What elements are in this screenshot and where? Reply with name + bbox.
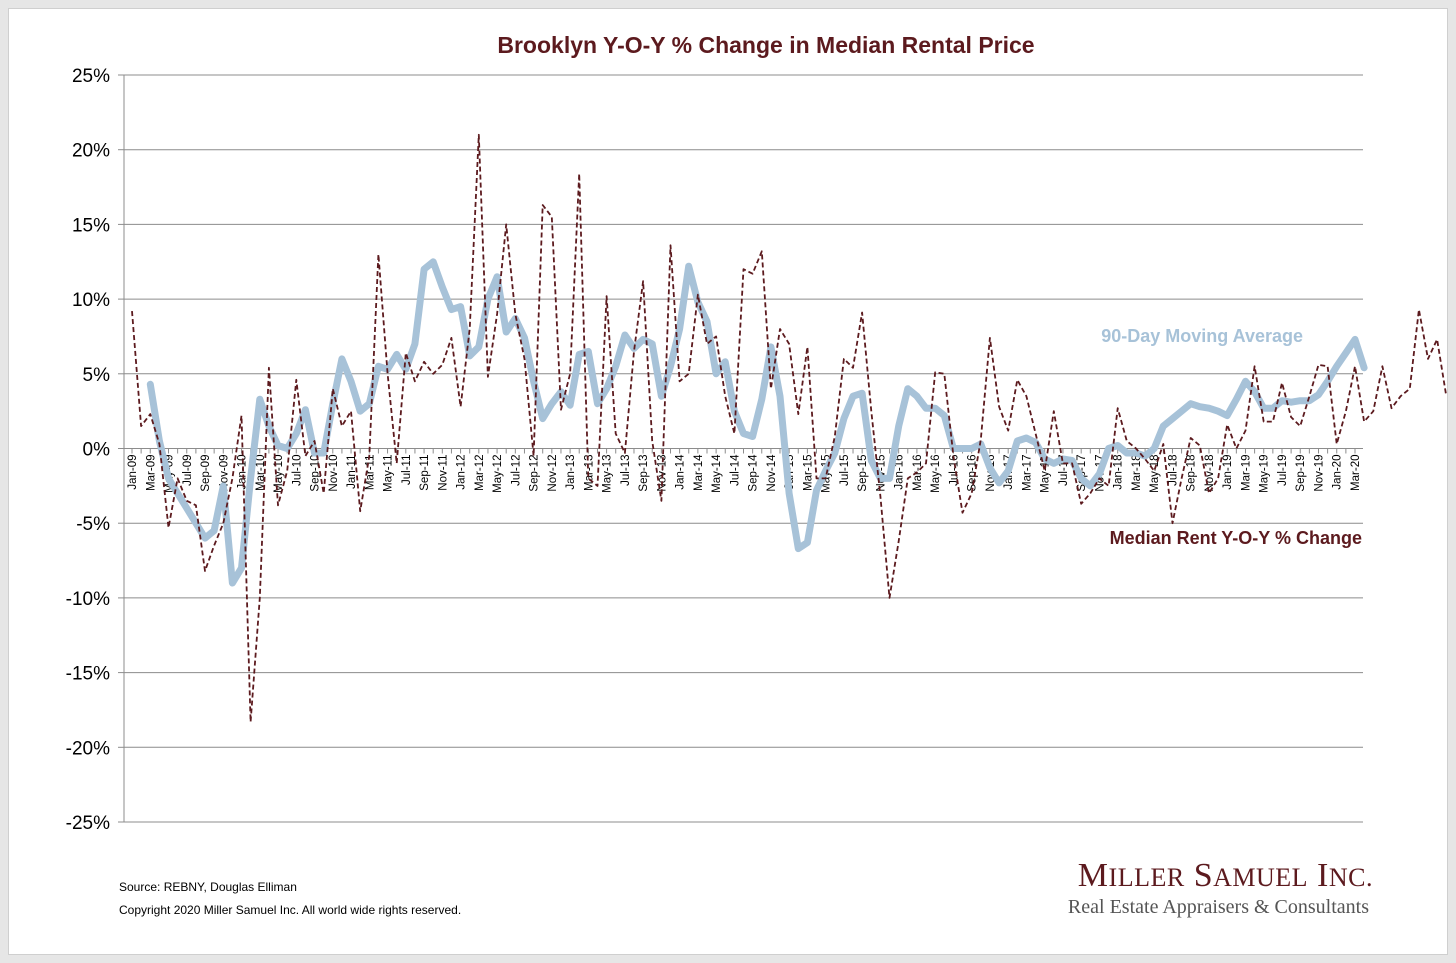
x-tick-label: Jul-10 (291, 455, 303, 486)
series (131, 133, 1448, 723)
x-tick-label: Sep-16 (967, 455, 979, 492)
x-tick-label: Sep-11 (419, 455, 431, 491)
x-tick-label: Nov-19 (1313, 455, 1325, 492)
y-tick-label: 5% (83, 365, 111, 386)
chart-canvas: Brooklyn Y-O-Y % Change in Median Rental… (66, 32, 1448, 834)
x-tick-label: Mar-20 (1350, 455, 1362, 491)
x-tick-label: Jan-13 (565, 455, 577, 490)
y-tick-label: -10% (66, 589, 110, 610)
x-tick-label: Jul-13 (620, 455, 632, 486)
x-tick-label: Jul-18 (1167, 455, 1179, 486)
x-tick-label: Nov-14 (766, 454, 778, 492)
x-tick-label: Jul-11 (401, 455, 413, 485)
x-tick-label: Mar-09 (145, 455, 157, 491)
y-tick-label: 10% (72, 290, 110, 311)
x-tick-label: Sep-12 (529, 455, 541, 492)
x-tick-label: Nov-11 (437, 455, 449, 491)
x-tick-label: Jul-14 (729, 454, 741, 486)
y-tick-label: 20% (72, 141, 110, 162)
x-tick-label: Mar-19 (1240, 455, 1252, 491)
x-tick-label: Jul-15 (839, 455, 851, 486)
y-tick-label: -20% (66, 738, 110, 759)
x-tick-label: Jul-19 (1277, 455, 1289, 486)
x-tick-label: Sep-13 (638, 455, 650, 492)
x-tick-label: Jan-12 (456, 455, 468, 490)
x-tick-label: Jan-10 (237, 455, 249, 490)
x-tick-label: Sep-14 (748, 454, 760, 492)
x-tick-label: Sep-18 (1186, 455, 1198, 492)
x-tick-label: Jul-16 (948, 455, 960, 486)
y-tick-label: -15% (66, 664, 110, 685)
x-tick-label: Sep-09 (200, 455, 212, 492)
brand-logo-name: MILLER SAMUEL INC. (1077, 857, 1373, 894)
x-tick-label: Jan-19 (1222, 455, 1234, 490)
x-tick-label: Jan-18 (1113, 455, 1125, 490)
x-tick-label: Jan-16 (894, 455, 906, 490)
x-tick-label: Sep-19 (1295, 455, 1307, 492)
x-tick-label: Mar-12 (474, 455, 486, 491)
x-tick-label: Nov-10 (328, 455, 340, 492)
x-tick-label: May-13 (602, 455, 614, 493)
source-note: Source: REBNY, Douglas Elliman (119, 880, 297, 894)
x-tick-label: Mar-13 (583, 455, 595, 491)
y-tick-label: -25% (66, 813, 110, 834)
x-tick-label: May-16 (930, 455, 942, 493)
x-tick-label: Mar-15 (802, 455, 814, 491)
x-tick-label: Mar-14 (693, 454, 705, 491)
x-tick-label: Jan-09 (127, 455, 139, 490)
series-line-median-rent-change (131, 133, 1448, 723)
y-tick-label: -5% (76, 514, 110, 535)
y-tick-label: 25% (72, 66, 110, 87)
x-tick-label: Nov-13 (656, 455, 668, 492)
brand-tagline: Real Estate Appraisers & Consultants (1067, 896, 1369, 918)
x-tick-label: Mar-18 (1131, 455, 1143, 491)
y-axis-ticks: 25% 20% 15% 10% 5% 0% -5% -10% -15% -20% -25% (66, 66, 110, 834)
x-tick-label: May-18 (1149, 455, 1161, 493)
x-tick-label: May-10 (273, 455, 285, 493)
chart-title: Brooklyn Y-O-Y % Change in Median Rental… (497, 32, 1034, 58)
y-tick-label: 15% (72, 215, 110, 236)
x-tick-label: May-12 (492, 454, 504, 492)
x-tick-label: May-11 (383, 455, 395, 493)
axes (118, 74, 1356, 823)
x-tick-label: May-14 (711, 454, 723, 493)
x-tick-label: Mar-16 (912, 455, 924, 491)
x-tick-label: Nov-12 (547, 455, 559, 492)
x-tick-label: Jul-12 (510, 455, 522, 486)
x-tick-label: Jan-14 (675, 454, 687, 490)
series-line-moving-average (146, 258, 1368, 587)
x-tick-label: May-19 (1259, 455, 1271, 493)
x-tick-label: Jan-20 (1332, 455, 1344, 490)
legend-moving-average: 90-Day Moving Average (1101, 326, 1303, 346)
x-tick-label: Mar-17 (1021, 455, 1033, 491)
x-tick-label: Jul-09 (182, 455, 194, 486)
copyright-note: Copyright 2020 Miller Samuel Inc. All wo… (119, 903, 462, 917)
chart-frame: Brooklyn Y-O-Y % Change in Median Rental… (8, 8, 1448, 955)
x-tick-label: Sep-15 (857, 455, 869, 492)
x-tick-label: Nov-09 (218, 455, 230, 492)
legend-median-rent-change: Median Rent Y-O-Y % Change (1110, 528, 1362, 548)
y-tick-label: 0% (83, 440, 111, 461)
x-axis-ticks: Jan-09 Mar-09 May-09 Jul-09 Sep-09 Nov-09 Jan-… (127, 454, 1362, 493)
